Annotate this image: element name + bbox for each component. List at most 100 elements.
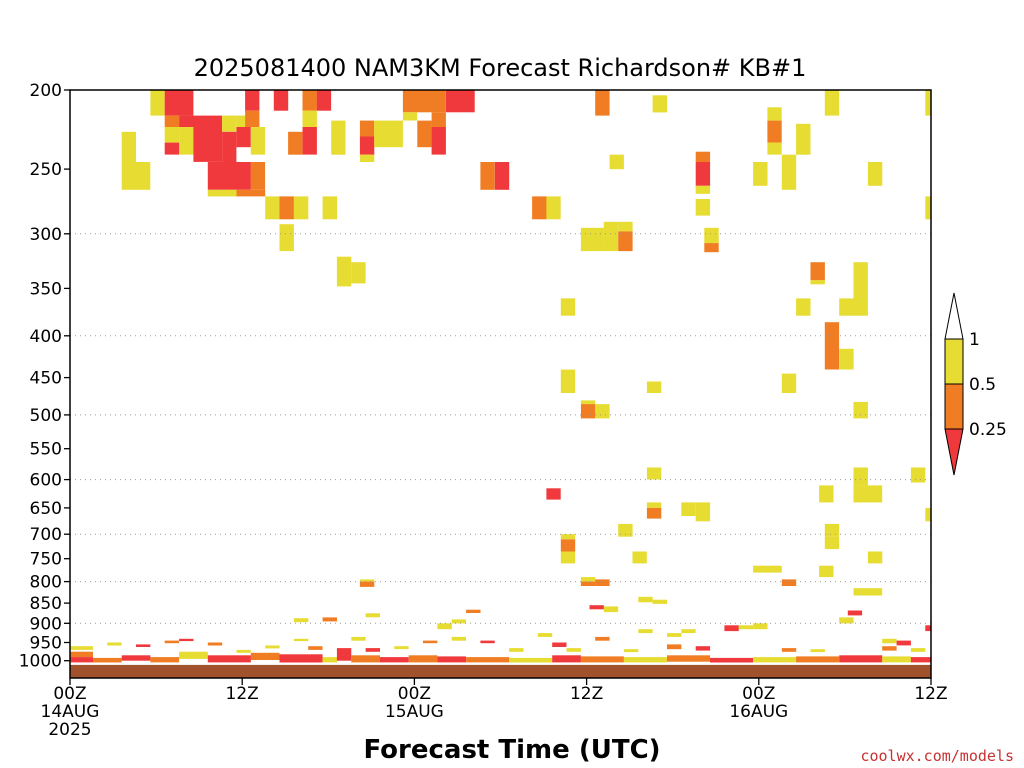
y-tick-label: 350: [30, 279, 62, 299]
heatmap-cell: [839, 655, 883, 663]
heatmap-cell: [164, 640, 180, 644]
heatmap-cell: [302, 127, 317, 155]
heatmap-cell: [638, 596, 653, 603]
heatmap-cell: [753, 565, 782, 573]
y-tick-label: 900: [30, 614, 62, 634]
heatmap-cell: [359, 136, 375, 155]
heatmap-cell: [365, 613, 380, 618]
heatmap-cell: [839, 298, 868, 316]
heatmap-cell: [546, 488, 561, 500]
heatmap-cell: [853, 262, 868, 299]
heatmap-cell: [236, 115, 246, 127]
heatmap-cell: [365, 648, 380, 652]
heatmap-cell: [925, 507, 931, 522]
heatmap-cell: [632, 551, 647, 564]
heatmap-cell: [580, 656, 624, 663]
heatmap-cell: [431, 127, 446, 155]
heatmap-cell: [265, 645, 280, 649]
heatmap-cell: [336, 648, 352, 661]
heatmap-cell: [618, 221, 633, 232]
heatmap-cell: [867, 551, 883, 564]
heatmap-cell: [302, 90, 317, 111]
heatmap-cell: [394, 646, 409, 650]
heatmap-cell: [638, 629, 653, 634]
legend-label: 0.5: [969, 375, 996, 395]
heatmap-cell: [402, 112, 418, 121]
heatmap-cell: [810, 280, 825, 285]
heatmap-cell: [193, 115, 223, 162]
heatmap-cell: [402, 90, 446, 113]
heatmap-cell: [560, 298, 576, 316]
heatmap-cell: [681, 502, 696, 516]
heatmap-cell: [245, 110, 260, 127]
plot-frame: [69, 89, 932, 679]
heatmap-cell: [279, 224, 294, 252]
heatmap-cell: [316, 90, 332, 111]
heatmap-cell: [293, 618, 309, 623]
heatmap-cell: [847, 610, 863, 616]
credit-text: coolwx.com/models: [860, 747, 1014, 765]
heatmap-cell: [150, 90, 165, 116]
heatmap-cell: [796, 298, 811, 316]
heatmap-cell: [236, 649, 251, 653]
heatmap-cell: [107, 642, 122, 646]
heatmap-cell: [819, 485, 834, 503]
heatmap-cell: [351, 636, 366, 641]
x-tick-label: 00Z: [742, 684, 775, 704]
heatmap-cell: [560, 539, 576, 552]
heatmap-cell: [164, 115, 180, 127]
heatmap-cell: [738, 625, 753, 630]
y-tick-label: 700: [30, 525, 62, 545]
heatmap-cell: [446, 90, 475, 113]
y-tick-label: 300: [30, 225, 62, 245]
heatmap-cell: [839, 348, 854, 370]
heatmap-cell: [351, 655, 380, 663]
heatmap-cell: [753, 162, 768, 186]
heatmap-cell: [595, 90, 610, 116]
heatmap-cell: [245, 90, 260, 111]
heatmap-cell: [222, 115, 237, 132]
heatmap-cell: [431, 112, 446, 127]
x-tick-label: 12Z: [226, 684, 259, 704]
heatmap-cell: [667, 644, 682, 650]
heatmap-cell: [882, 646, 897, 651]
legend-cap-bottom: [944, 428, 964, 476]
heatmap-cell: [273, 90, 289, 111]
heatmap-cell: [560, 551, 576, 564]
heatmap-cell: [121, 655, 151, 661]
y-tick-label: 550: [30, 440, 62, 460]
y-tick-label: 250: [30, 160, 62, 180]
heatmap-cell: [207, 162, 251, 190]
heatmap-cell: [437, 623, 452, 630]
heatmap-cell: [853, 485, 883, 503]
heatmap-cell: [853, 588, 883, 596]
heatmap-cell: [618, 231, 633, 252]
heatmap-cell: [93, 657, 122, 663]
heatmap-cell: [451, 619, 466, 624]
heatmap-cell: [580, 404, 596, 419]
x-tick-label: 12Z: [914, 684, 947, 704]
heatmap-cell: [623, 649, 639, 653]
heatmap-cell: [824, 536, 840, 550]
heatmap-cell: [494, 162, 510, 190]
heatmap-cell: [710, 657, 753, 663]
heatmap-cell: [781, 373, 797, 393]
heatmap-cell: [236, 189, 266, 197]
heatmap-cell: [781, 579, 797, 586]
heatmap-cell: [136, 162, 151, 190]
heatmap-cell: [580, 577, 596, 582]
heatmap-cell: [164, 142, 180, 155]
heatmap-cell: [288, 131, 303, 155]
legend-label: 1: [969, 330, 980, 350]
heatmap-cell: [308, 646, 323, 650]
x-tick-label: 00Z: [398, 684, 431, 704]
heatmap-cell: [796, 123, 811, 155]
heatmap-cell: [767, 142, 782, 155]
heatmap-cell: [704, 243, 719, 253]
y-tick-label: 400: [30, 327, 62, 347]
heatmap-cell: [667, 633, 682, 637]
y-tick-label: 950: [30, 634, 62, 654]
heatmap-cell: [595, 404, 610, 419]
heatmap-cell: [236, 127, 251, 148]
heatmap-cell: [652, 95, 667, 113]
